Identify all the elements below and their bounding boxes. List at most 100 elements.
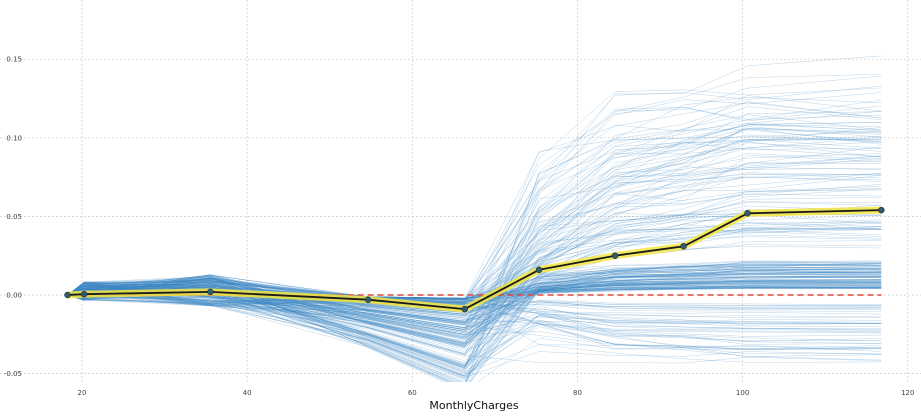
ice-line	[67, 283, 882, 373]
ice-line	[67, 283, 882, 362]
ice-line	[67, 274, 882, 324]
x-tick-label-4: 100	[736, 389, 749, 397]
ice-line	[67, 167, 882, 299]
ice-line	[67, 273, 882, 304]
ice-line	[67, 262, 882, 366]
ice-line	[67, 284, 882, 308]
average-point-6	[611, 252, 619, 259]
y-tick-label-2: 0.05	[6, 213, 22, 221]
ice-line	[67, 279, 882, 376]
ice-line	[67, 87, 882, 330]
ice-line	[67, 229, 882, 340]
ice-line	[67, 276, 882, 299]
ice-line	[67, 294, 882, 364]
ice-line	[67, 281, 882, 325]
y-tick-label-0: -0.05	[4, 370, 22, 378]
ice-line	[67, 281, 882, 319]
ice-line	[67, 213, 882, 367]
ice-line	[67, 95, 882, 325]
ice-line	[67, 281, 882, 315]
ice-line	[67, 277, 882, 354]
ice-line	[67, 276, 882, 300]
ice-line	[67, 264, 882, 367]
ice-line	[67, 276, 882, 370]
ice-line	[67, 229, 882, 315]
ice-line	[67, 222, 882, 310]
ice-line	[67, 283, 882, 377]
ice-line	[67, 209, 882, 382]
ice-line	[67, 282, 882, 375]
ice-line	[67, 286, 882, 355]
ice-line	[67, 271, 882, 313]
x-tick-label-1: 40	[243, 389, 252, 397]
ice-line	[67, 286, 882, 325]
ice-line	[67, 155, 882, 323]
ice-line	[67, 271, 882, 342]
ice-line	[67, 124, 882, 372]
ice-line	[67, 274, 882, 324]
ice-line	[67, 276, 882, 343]
ice-line	[67, 261, 882, 338]
ice-line	[67, 293, 882, 377]
ice-line	[67, 153, 882, 307]
average-point-0	[64, 291, 71, 299]
ice-line	[67, 92, 882, 356]
average-line-layer	[64, 206, 885, 313]
ice-line	[67, 280, 882, 312]
ice-line	[67, 122, 882, 369]
ice-line	[67, 73, 882, 313]
ice-line	[67, 283, 882, 373]
ice-line	[67, 128, 882, 382]
y-tick-label-4: 0.15	[6, 56, 22, 64]
ice-line	[67, 265, 882, 347]
ice-line	[67, 287, 882, 303]
average-point-1	[80, 290, 88, 298]
ice-line	[67, 188, 882, 366]
ice-line	[67, 209, 882, 334]
ice-line	[67, 280, 882, 330]
ice-line	[67, 263, 882, 310]
ice-line	[67, 278, 882, 367]
ice-line	[67, 272, 882, 303]
ice-line	[67, 267, 882, 304]
ice-line	[67, 282, 882, 382]
ice-line	[67, 158, 882, 343]
ice-line	[67, 275, 882, 382]
ice-line	[67, 284, 882, 315]
ice-line	[67, 138, 882, 331]
ice-line	[67, 284, 882, 337]
ice-line	[67, 271, 882, 324]
ice-line	[67, 105, 882, 382]
ice-line	[67, 263, 882, 305]
ice-line	[67, 167, 882, 307]
ice-line	[67, 277, 882, 336]
average-point-2	[207, 288, 214, 296]
ice-line	[67, 276, 882, 382]
x-tick-label-3: 80	[573, 389, 582, 397]
average-point-9	[878, 206, 885, 214]
ice-line	[67, 124, 882, 311]
tick-labels-layer: 20 40 60 80 100 120 -0.05 0.00 0.05 0.10 0.15	[4, 56, 915, 397]
ice-line	[67, 137, 882, 345]
ice-line	[67, 275, 882, 313]
ice-line	[67, 277, 882, 382]
ice-line	[67, 292, 882, 350]
ice-line	[67, 141, 882, 345]
ice-line	[67, 278, 882, 364]
y-tick-label-3: 0.10	[6, 134, 22, 142]
x-axis-title: MonthlyCharges	[429, 399, 519, 412]
ice-line	[67, 271, 882, 305]
ice-line	[67, 274, 882, 338]
ice-line	[67, 274, 882, 369]
average-point-4	[461, 305, 468, 313]
ice-line	[67, 276, 882, 336]
average-point-8	[744, 210, 751, 217]
ice-line	[67, 287, 882, 340]
ice-lines-layer	[67, 55, 882, 382]
ice-line	[67, 285, 882, 330]
ice-line	[67, 270, 882, 300]
x-tick-label-2: 60	[408, 389, 417, 397]
ice-line	[67, 277, 882, 308]
ice-line	[67, 146, 882, 367]
ice-line	[67, 273, 882, 382]
